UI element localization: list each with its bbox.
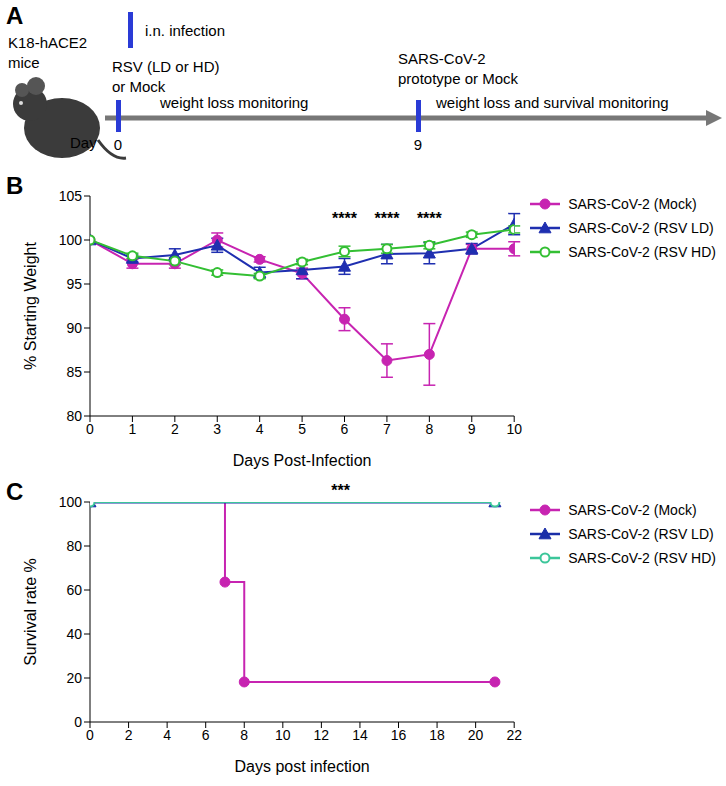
svg-text:85: 85	[66, 364, 82, 380]
svg-text:0: 0	[74, 714, 82, 730]
svg-text:****: ****	[374, 210, 400, 227]
svg-text:mice: mice	[8, 54, 40, 71]
svg-text:6: 6	[202, 727, 210, 743]
svg-text:Days post infection: Days post infection	[235, 758, 370, 775]
svg-text:K18-hACE2: K18-hACE2	[8, 34, 87, 51]
svg-text:7: 7	[383, 421, 391, 437]
html-text:SARS-CoV-2 (RSV HD): SARS-CoV-2 (RSV HD)	[568, 550, 716, 566]
svg-text:80: 80	[66, 408, 82, 424]
svg-text:1: 1	[129, 421, 137, 437]
svg-text:20: 20	[468, 727, 484, 743]
svg-text:i.n. infection: i.n. infection	[145, 22, 225, 39]
svg-text:or Mock: or Mock	[112, 78, 166, 95]
svg-text:9: 9	[414, 136, 422, 153]
svg-text:105: 105	[59, 188, 83, 204]
html-text:C: C	[6, 478, 24, 505]
svg-text:40: 40	[66, 626, 82, 642]
html-text:SARS-CoV-2 (Mock): SARS-CoV-2 (Mock)	[568, 502, 697, 518]
html-text:SARS-CoV-2 (RSV LD): SARS-CoV-2 (RSV LD)	[568, 526, 714, 542]
svg-text:2: 2	[171, 421, 179, 437]
svg-text:4: 4	[256, 421, 264, 437]
svg-text:0: 0	[86, 727, 94, 743]
html-text:B: B	[6, 172, 24, 199]
html-text:A: A	[6, 2, 24, 29]
svg-text:80: 80	[66, 538, 82, 554]
svg-text:****: ****	[332, 210, 358, 227]
svg-text:Day: Day	[70, 134, 97, 151]
svg-text:18: 18	[429, 727, 445, 743]
svg-text:14: 14	[352, 727, 368, 743]
svg-text:3: 3	[213, 421, 221, 437]
svg-text:weight loss monitoring: weight loss monitoring	[159, 94, 308, 111]
svg-text:SARS-CoV-2: SARS-CoV-2	[398, 50, 486, 67]
svg-text:Survival rate %: Survival rate %	[22, 558, 39, 666]
svg-text:100: 100	[59, 494, 83, 510]
svg-text:0: 0	[86, 421, 94, 437]
svg-text:10: 10	[506, 421, 522, 437]
html-text:SARS-CoV-2 (RSV LD): SARS-CoV-2 (RSV LD)	[568, 220, 714, 236]
svg-text:5: 5	[298, 421, 306, 437]
svg-text:4: 4	[163, 727, 171, 743]
svg-text:90: 90	[66, 320, 82, 336]
svg-text:RSV (LD or HD): RSV (LD or HD)	[112, 58, 220, 75]
svg-text:2: 2	[125, 727, 133, 743]
svg-text:95: 95	[66, 276, 82, 292]
svg-text:9: 9	[468, 421, 476, 437]
svg-text:Days Post-Infection: Days Post-Infection	[233, 452, 372, 469]
svg-text:6: 6	[341, 421, 349, 437]
svg-text:prototype or Mock: prototype or Mock	[398, 70, 519, 87]
svg-text:% Starting Weight: % Starting Weight	[22, 242, 39, 370]
svg-text:8: 8	[425, 421, 433, 437]
svg-text:60: 60	[66, 582, 82, 598]
svg-text:100: 100	[59, 232, 83, 248]
svg-text:20: 20	[66, 670, 82, 686]
svg-text:16: 16	[391, 727, 407, 743]
svg-text:22: 22	[506, 727, 522, 743]
svg-text:8: 8	[240, 727, 248, 743]
svg-text:weight loss and survival monit: weight loss and survival monitoring	[435, 94, 669, 111]
svg-text:****: ****	[417, 210, 443, 227]
html-text:SARS-CoV-2 (Mock): SARS-CoV-2 (Mock)	[568, 196, 697, 212]
svg-text:10: 10	[275, 727, 291, 743]
html-text:SARS-CoV-2 (RSV HD): SARS-CoV-2 (RSV HD)	[568, 244, 716, 260]
svg-text:0: 0	[114, 136, 122, 153]
svg-text:12: 12	[314, 727, 330, 743]
svg-text:***: ***	[331, 482, 350, 499]
